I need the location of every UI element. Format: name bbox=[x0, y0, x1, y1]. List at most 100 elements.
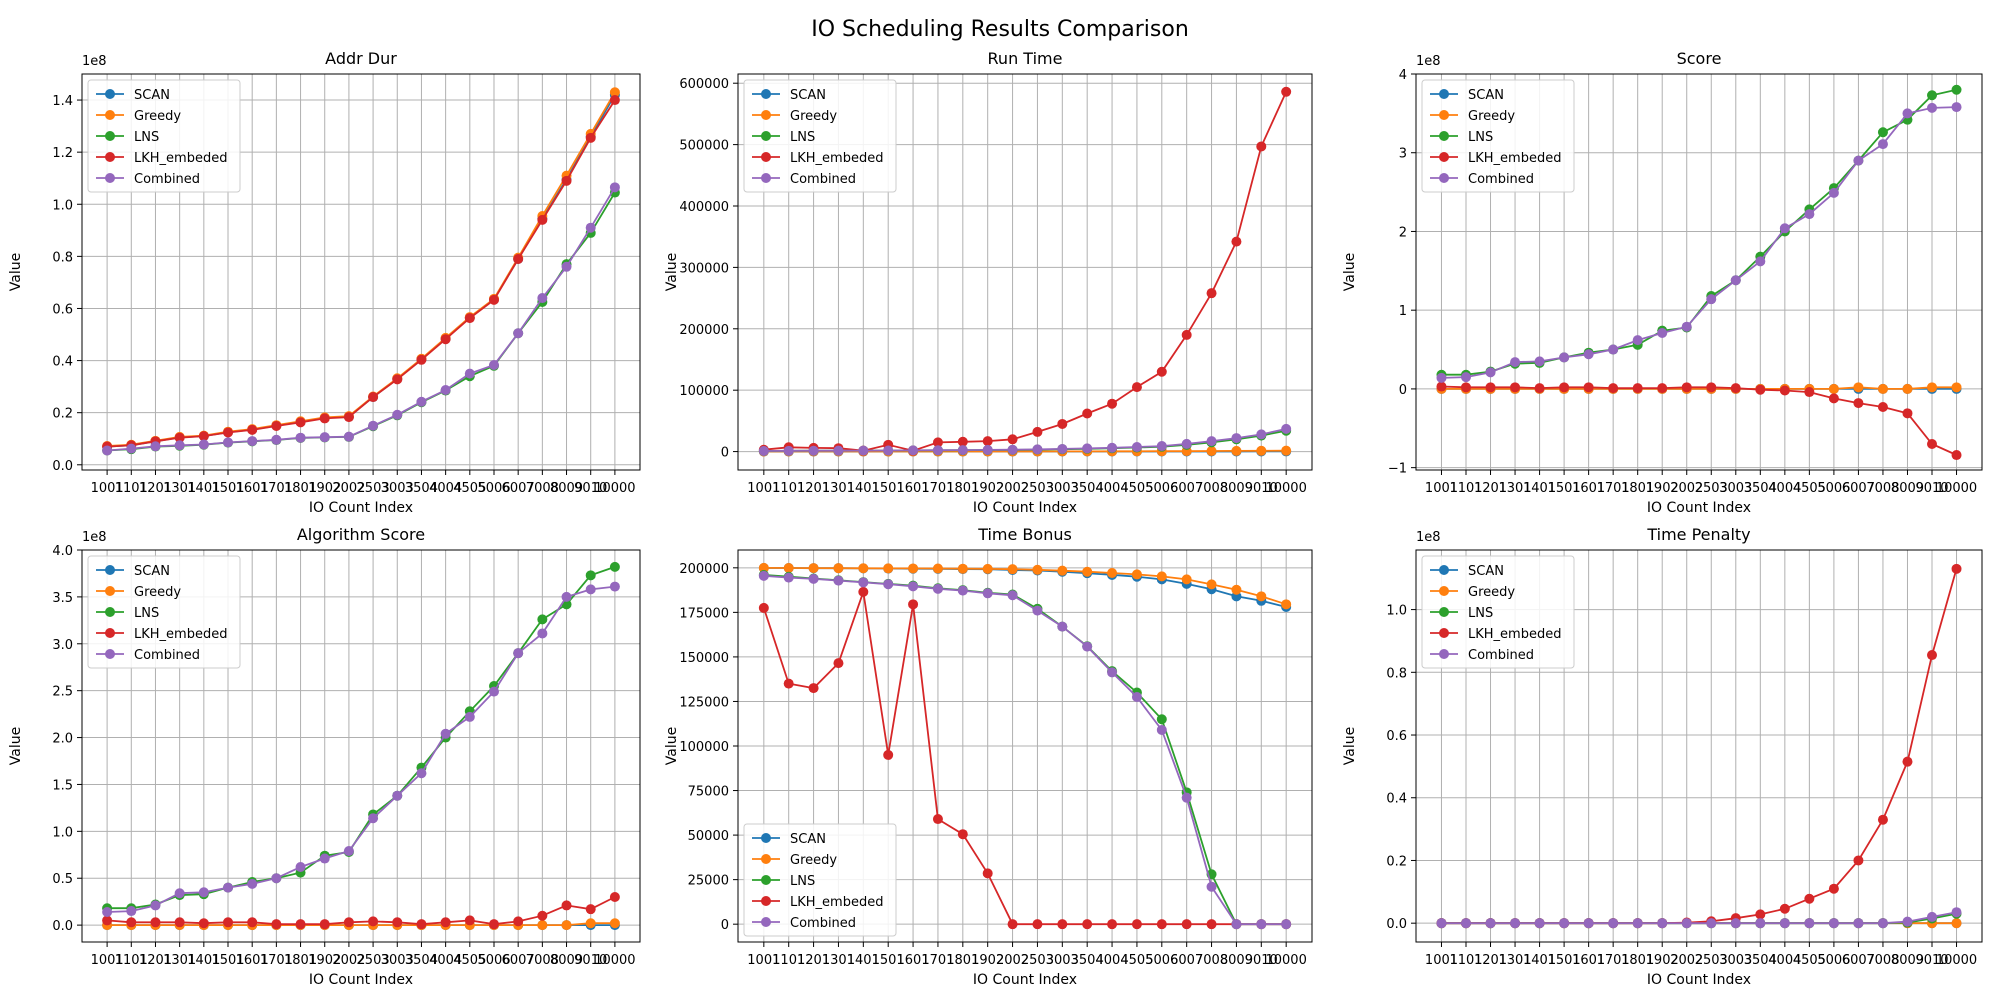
data-point bbox=[1730, 275, 1741, 286]
legend-label: LKH_embeded bbox=[1468, 151, 1561, 166]
x-tick-label: 4505 bbox=[453, 953, 486, 968]
legend-marker bbox=[761, 173, 771, 183]
data-point bbox=[1877, 402, 1888, 413]
data-point bbox=[1706, 382, 1717, 393]
data-point bbox=[1755, 256, 1766, 267]
data-point bbox=[1057, 919, 1068, 930]
legend-label: LNS bbox=[790, 130, 815, 145]
data-point bbox=[957, 829, 968, 840]
data-point bbox=[537, 214, 548, 225]
series-LKH_embeded bbox=[1436, 381, 1962, 461]
data-point bbox=[908, 563, 919, 574]
x-tick-label: 8009 bbox=[550, 953, 583, 968]
data-point bbox=[758, 562, 769, 573]
data-point bbox=[1804, 918, 1815, 929]
data-point bbox=[908, 445, 919, 456]
data-point bbox=[1853, 398, 1864, 409]
data-point bbox=[1927, 382, 1938, 393]
y-tick-label: 400000 bbox=[679, 200, 729, 215]
data-point bbox=[440, 728, 451, 739]
data-point bbox=[1853, 382, 1864, 393]
y-tick-label: 3.0 bbox=[52, 638, 73, 653]
data-point bbox=[1231, 584, 1242, 595]
x-tick-label: 1501 bbox=[872, 953, 905, 968]
data-point bbox=[1902, 108, 1913, 119]
data-point bbox=[1206, 881, 1217, 892]
data-point bbox=[416, 354, 427, 365]
x-tick-label: 6007 bbox=[502, 481, 535, 496]
data-point bbox=[271, 420, 282, 431]
legend: SCAN Greedy LNS LKH_embeded Combined bbox=[87, 79, 241, 193]
y-tick-label: 0 bbox=[721, 918, 729, 933]
x-tick-label: 1501 bbox=[872, 481, 905, 496]
data-point bbox=[1706, 294, 1717, 305]
data-point bbox=[1927, 650, 1938, 661]
x-tick-label: 3504 bbox=[405, 481, 438, 496]
x-tick-label: 1301 bbox=[1499, 953, 1532, 968]
legend-label: Greedy bbox=[790, 109, 837, 124]
data-point bbox=[833, 563, 844, 574]
data-point bbox=[368, 420, 379, 431]
x-tick-label: 3504 bbox=[1071, 481, 1104, 496]
legend-label: LKH_embeded bbox=[790, 151, 883, 166]
legend-item: SCAN bbox=[96, 88, 170, 103]
series-line bbox=[107, 186, 616, 452]
y-tick-label: 100000 bbox=[679, 384, 729, 399]
data-point bbox=[537, 910, 548, 921]
data-point bbox=[1951, 907, 1962, 918]
series-line bbox=[1441, 386, 1957, 390]
data-point bbox=[858, 445, 869, 456]
y-axis-label: Value bbox=[8, 727, 24, 765]
y-tick-label: 175000 bbox=[679, 606, 729, 621]
x-tick-label: 5006 bbox=[1145, 481, 1178, 496]
legend-item: LNS bbox=[96, 606, 159, 621]
legend-marker bbox=[761, 875, 771, 885]
data-point bbox=[957, 563, 968, 574]
x-tick-label: 3504 bbox=[1744, 953, 1777, 968]
data-point bbox=[1032, 426, 1043, 437]
legend-marker bbox=[1439, 628, 1449, 638]
x-tick-label: 9010 bbox=[1245, 481, 1278, 496]
y-tick-label: −1 bbox=[1388, 462, 1407, 477]
y-tick-label: 0 bbox=[1399, 383, 1407, 398]
x-tick-label: 1301 bbox=[163, 481, 196, 496]
legend-marker bbox=[1439, 565, 1449, 575]
data-point bbox=[932, 563, 943, 574]
data-point bbox=[295, 919, 306, 930]
data-point bbox=[982, 436, 993, 447]
y-tick-label: 0.5 bbox=[52, 872, 73, 887]
x-tick-label: 9010 bbox=[1915, 953, 1948, 968]
series-Combined bbox=[758, 570, 1292, 930]
data-point bbox=[1256, 445, 1267, 456]
series-line bbox=[763, 567, 1287, 606]
x-tick-label: 5006 bbox=[1145, 953, 1178, 968]
legend-item: Greedy bbox=[752, 109, 837, 124]
data-point bbox=[1902, 756, 1913, 767]
x-tick-label: 4004 bbox=[429, 481, 462, 496]
legend-item: SCAN bbox=[752, 832, 826, 847]
data-point bbox=[1256, 141, 1267, 152]
data-point bbox=[1436, 918, 1447, 929]
legend-label: Combined bbox=[134, 172, 200, 187]
legend: SCAN Greedy LNS LKH_embeded Combined bbox=[1421, 555, 1575, 669]
x-tick-label: 1801 bbox=[284, 481, 317, 496]
series-line bbox=[107, 896, 616, 926]
legend-label: LNS bbox=[134, 130, 159, 145]
data-point bbox=[488, 686, 499, 697]
data-point bbox=[932, 437, 943, 448]
legend-label: SCAN bbox=[790, 88, 826, 103]
series-line bbox=[107, 99, 616, 448]
data-point bbox=[198, 431, 209, 442]
data-point bbox=[488, 360, 499, 371]
y-tick-label: 150000 bbox=[679, 651, 729, 666]
legend-item: Combined bbox=[96, 648, 200, 663]
figure-title: IO Scheduling Results Comparison bbox=[811, 17, 1189, 42]
data-point bbox=[1657, 383, 1668, 394]
y-tick-label: 0.4 bbox=[1386, 792, 1407, 807]
data-point bbox=[561, 920, 572, 931]
legend-item: Greedy bbox=[752, 853, 837, 868]
legend-marker bbox=[761, 152, 771, 162]
x-tick-label: 5006 bbox=[477, 481, 510, 496]
data-point bbox=[1632, 383, 1643, 394]
data-point bbox=[150, 441, 161, 452]
